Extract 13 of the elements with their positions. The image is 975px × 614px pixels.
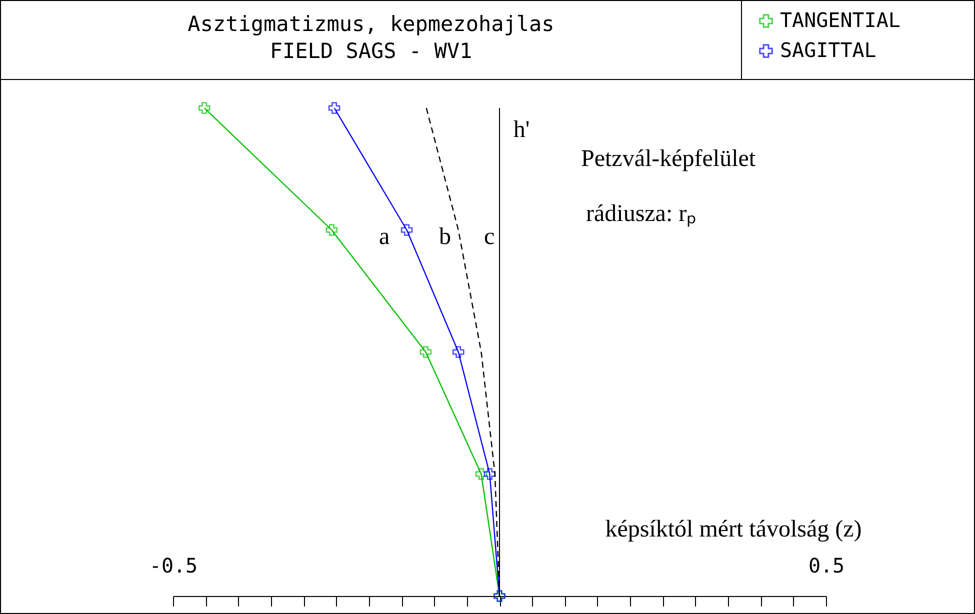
legend-label: SAGITTAL [780,38,876,62]
annotation: a [379,224,390,250]
annotation: b [439,224,451,250]
x-axis-title: képsíktól mért távolság (z) [605,516,862,542]
chart-subtitle: FIELD SAGS - WV1 [268,38,474,65]
legend-label: TANGENTIAL [780,8,900,32]
annotation: Petzvál-képfelület [581,146,756,172]
annotation: rádiusza: rₚ [586,201,697,227]
chart-title: Asztigmatizmus, kepmezohajlas [186,11,556,38]
ref-line-label: h' [513,117,530,143]
annotation: c [484,224,495,250]
x-tick-label: -0.5 [149,554,198,578]
x-tick-label: 0.5 [808,554,845,578]
